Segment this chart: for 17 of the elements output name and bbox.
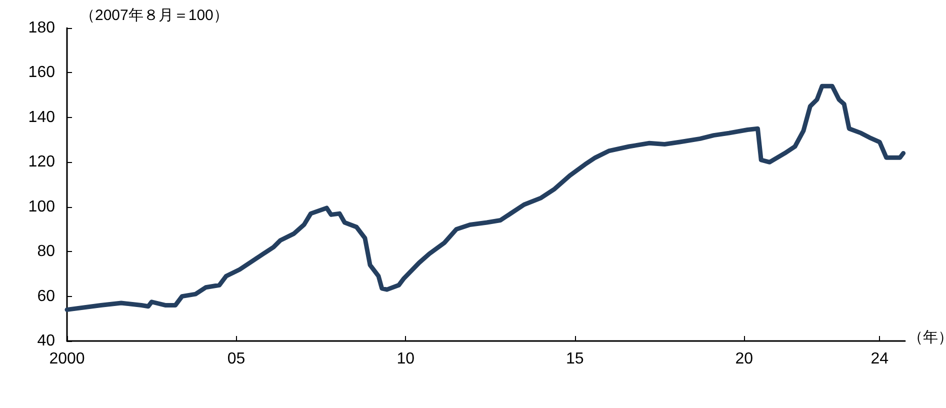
y-tick-label: 40 — [37, 332, 56, 350]
x-tick-label: 20 — [735, 350, 754, 368]
y-tick-label: 140 — [28, 108, 56, 126]
y-tick-label: 180 — [28, 20, 56, 36]
y-tick-label: 80 — [37, 243, 56, 260]
line-series — [64, 84, 906, 312]
y-tick-label: 100 — [28, 198, 56, 216]
y-tick-label: 120 — [28, 154, 56, 171]
x-tick-label: 24 — [870, 350, 889, 368]
y-axis-title: （2007年８月＝100） — [80, 7, 228, 24]
x-tick-label: 15 — [566, 350, 584, 368]
x-axis-title: （年） — [908, 329, 946, 346]
y-tick-label: 60 — [37, 288, 56, 305]
x-tick-label: 10 — [396, 350, 415, 368]
x-tick-label: 05 — [227, 350, 246, 368]
x-tick-label: 2000 — [49, 350, 85, 368]
y-tick-label: 160 — [28, 64, 56, 82]
